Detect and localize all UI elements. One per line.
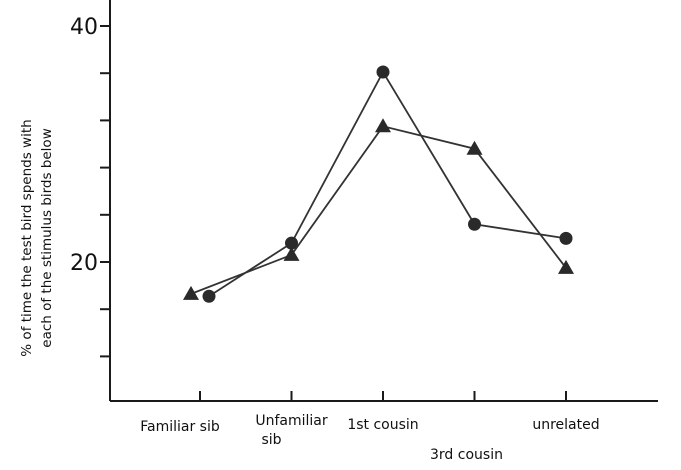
data-point-circle xyxy=(202,289,216,303)
x-ticks: Familiar sib Unfamiliar sib 1st cousin 3rd c… xyxy=(140,391,600,463)
y-tick-label: 40 xyxy=(70,15,98,40)
data-point-triangle xyxy=(183,285,199,300)
data-point-triangle xyxy=(558,259,574,274)
x-tick-label: 1st cousin xyxy=(347,417,418,433)
data-point-triangle xyxy=(466,140,483,155)
data-point-circle xyxy=(285,236,298,250)
x-tick-label: 3rd cousin xyxy=(430,447,503,463)
data-point-circle xyxy=(376,65,390,79)
y-axis-label: % of time the test bird spends with each … xyxy=(19,119,55,356)
series-circle-line xyxy=(208,70,567,297)
series-triangle-line xyxy=(190,125,567,295)
x-tick-label: Familiar sib xyxy=(140,419,220,435)
data-point-circle xyxy=(468,217,481,231)
data-point-triangle xyxy=(283,246,300,261)
series-group xyxy=(183,65,574,303)
x-tick-label: unrelated xyxy=(532,417,599,433)
y-tick-label: 20 xyxy=(70,251,98,276)
data-point-triangle xyxy=(375,118,391,133)
x-tick-label: Unfamiliar sib xyxy=(255,413,328,448)
data-point-circle xyxy=(559,231,573,245)
axes xyxy=(109,0,658,402)
